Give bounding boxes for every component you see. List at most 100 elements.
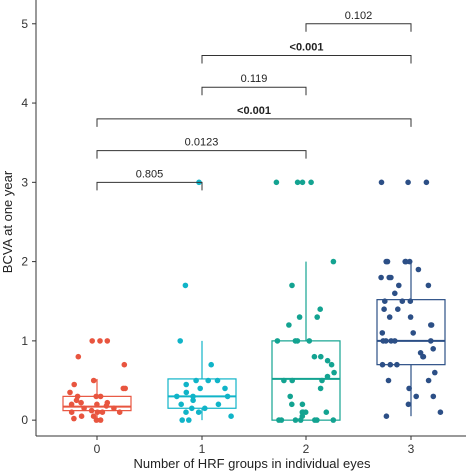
data-point	[88, 407, 95, 414]
data-point	[317, 306, 324, 313]
data-point	[78, 413, 85, 420]
data-point	[276, 417, 282, 423]
data-point	[90, 377, 97, 384]
data-point	[289, 401, 295, 408]
data-point	[437, 409, 444, 416]
data-point	[75, 353, 82, 360]
p-value-label: 0.119	[241, 73, 268, 85]
data-point	[197, 385, 203, 392]
data-point	[396, 282, 402, 289]
data-point	[417, 350, 424, 356]
data-point	[330, 417, 337, 423]
data-point	[428, 338, 434, 344]
data-point	[289, 377, 296, 384]
data-point	[300, 409, 306, 416]
significance-bracket	[96, 118, 412, 127]
data-point	[195, 409, 202, 416]
box-iqr	[167, 378, 237, 409]
y-tick-label: 5	[21, 17, 28, 31]
data-point	[314, 314, 321, 320]
data-point	[384, 258, 391, 265]
p-value-label: <0.001	[237, 105, 271, 117]
data-point	[405, 179, 411, 186]
y-tick-label: 0	[21, 413, 28, 427]
significance-bracket	[96, 181, 203, 191]
p-value-label: <0.001	[290, 41, 324, 53]
data-point	[317, 385, 324, 392]
data-point	[97, 393, 104, 400]
data-point	[183, 389, 190, 396]
y-tick-label: 1	[21, 334, 28, 348]
significance-bracket	[201, 86, 307, 96]
data-point	[174, 393, 180, 400]
data-point	[296, 314, 303, 320]
data-point	[189, 405, 195, 412]
data-point	[89, 338, 95, 344]
data-point	[93, 417, 100, 423]
x-tick-label: 1	[199, 442, 206, 456]
data-point	[407, 314, 414, 320]
data-point	[407, 298, 414, 305]
data-point	[90, 413, 97, 420]
significance-bracket	[305, 23, 412, 32]
data-point	[78, 399, 84, 406]
data-point	[71, 381, 77, 388]
data-point	[308, 179, 314, 186]
data-point	[193, 377, 199, 384]
data-point	[394, 361, 400, 368]
data-point	[74, 393, 81, 400]
data-point	[385, 377, 392, 384]
data-point	[183, 409, 189, 416]
data-point	[111, 405, 117, 412]
data-point	[294, 179, 301, 186]
data-point	[324, 373, 331, 380]
data-point	[383, 338, 389, 344]
data-point	[274, 338, 281, 344]
data-point	[99, 409, 106, 416]
data-point	[208, 361, 214, 368]
data-point	[312, 417, 318, 423]
data-point	[403, 258, 409, 265]
data-point	[214, 377, 221, 384]
data-point	[331, 369, 337, 376]
data-point	[428, 322, 435, 328]
data-point	[292, 417, 299, 423]
data-point	[378, 274, 384, 281]
data-point	[190, 397, 196, 404]
data-point	[178, 401, 184, 408]
data-point	[71, 415, 77, 422]
data-point	[406, 385, 412, 392]
data-point	[425, 377, 432, 384]
data-point	[324, 357, 331, 364]
data-point	[330, 258, 337, 265]
data-point	[202, 405, 208, 412]
p-value-label: 0.102	[345, 10, 373, 22]
data-point	[179, 417, 185, 423]
data-point	[405, 401, 412, 408]
data-point	[182, 282, 189, 289]
data-point	[94, 401, 100, 408]
x-tick-label: 0	[94, 442, 101, 456]
y-tick-label: 3	[21, 175, 28, 189]
data-point	[430, 346, 437, 352]
data-point	[67, 389, 73, 396]
data-point	[81, 405, 87, 412]
data-point	[395, 306, 401, 313]
data-point	[190, 393, 196, 400]
data-point	[122, 385, 128, 392]
data-point	[382, 298, 388, 305]
x-tick-label: 2	[303, 442, 310, 456]
data-point	[186, 417, 192, 423]
data-point	[294, 338, 301, 344]
data-point	[381, 306, 387, 313]
y-tick-label: 4	[21, 96, 28, 110]
data-point	[299, 401, 306, 408]
data-point	[413, 393, 420, 400]
data-point	[415, 266, 422, 273]
data-point	[94, 409, 101, 416]
data-point	[273, 179, 280, 186]
p-value-label: 0.0123	[185, 137, 219, 149]
data-point	[425, 282, 432, 289]
data-point	[289, 282, 295, 289]
data-point	[388, 274, 394, 281]
